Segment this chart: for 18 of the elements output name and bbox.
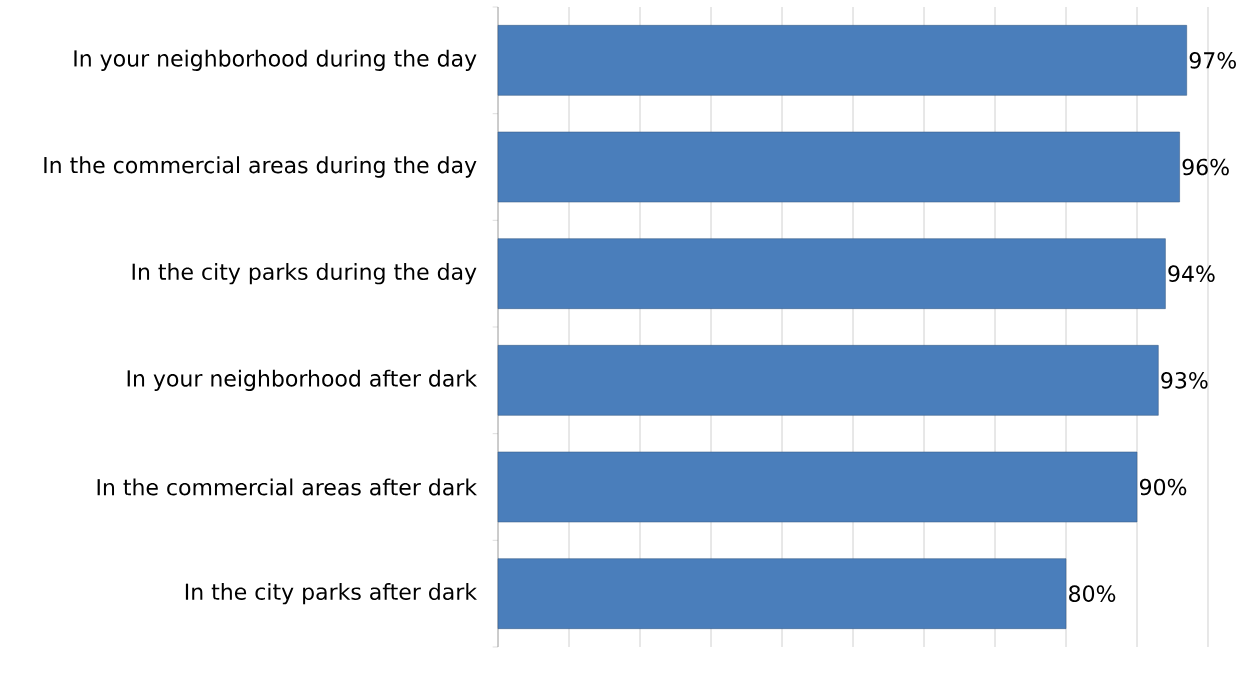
y-tick-label: In the commercial areas after dark — [97, 478, 477, 496]
data-label: 80% — [1069, 585, 1116, 602]
y-tick-label: In the commercial areas during the day — [44, 156, 477, 178]
bar — [497, 345, 1159, 416]
data-label: 90% — [1139, 478, 1187, 496]
data-label: 93% — [1161, 372, 1208, 389]
y-tick-label: In the city parks during the day — [132, 263, 477, 285]
bar — [497, 558, 1067, 629]
y-tick-label: In your neighborhood after dark — [127, 369, 478, 391]
y-tick-label: In the city parks after dark — [185, 583, 477, 605]
data-label: 97% — [1189, 52, 1236, 69]
bar — [497, 131, 1180, 203]
y-tick-label: In your neighborhood during the day — [74, 49, 477, 71]
data-label: 94% — [1168, 265, 1215, 282]
bar — [497, 238, 1166, 309]
bar — [497, 451, 1138, 523]
bar — [497, 25, 1187, 96]
data-label: 96% — [1182, 158, 1229, 176]
